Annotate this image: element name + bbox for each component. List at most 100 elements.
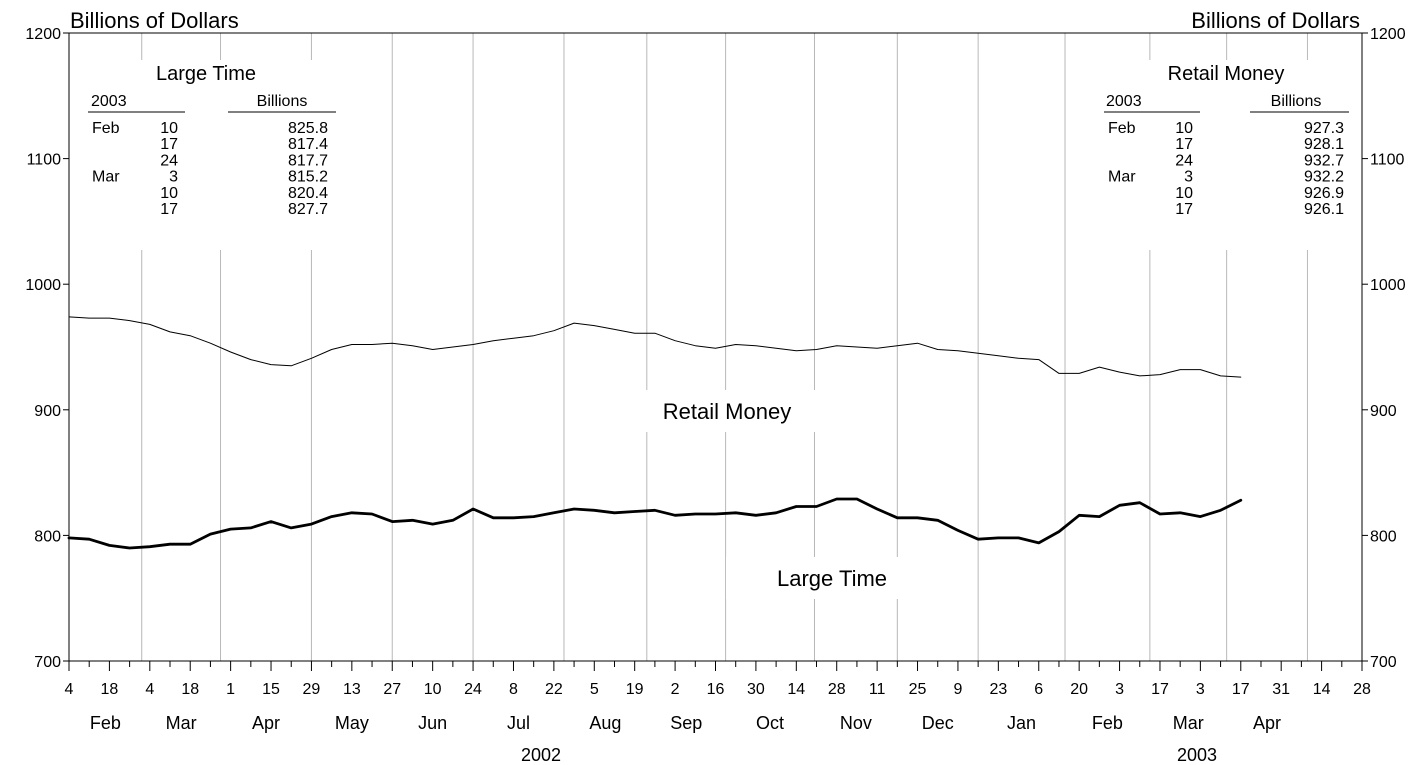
series-label-large-time: Large Time bbox=[777, 566, 887, 591]
right-axis-unit: Billions of Dollars bbox=[1191, 8, 1360, 33]
table-background-large-time bbox=[80, 60, 348, 250]
x-month-label-11: Jan bbox=[1007, 713, 1036, 733]
gridlines bbox=[141, 33, 1308, 661]
x-tick-label-6: 29 bbox=[303, 681, 321, 698]
x-month-label-12: Feb bbox=[1092, 713, 1123, 733]
y-tick-label-left-4: 1100 bbox=[27, 152, 62, 169]
table-row-day-large-time-0: 10 bbox=[160, 120, 178, 137]
table-row-day-large-time-2: 24 bbox=[160, 152, 178, 169]
y-tick-label-right-5: 1200 bbox=[1370, 26, 1406, 43]
x-year-label-0: 2002 bbox=[521, 745, 561, 765]
table-row-day-large-time-1: 17 bbox=[160, 136, 178, 153]
table-row-day-retail-money-5: 17 bbox=[1175, 201, 1193, 218]
x-month-label-3: May bbox=[335, 713, 369, 733]
series-line-retail-money bbox=[68, 316, 1242, 378]
x-tick-label-8: 27 bbox=[383, 681, 401, 698]
x-tick-label-1: 18 bbox=[101, 681, 119, 698]
table-row-value-retail-money-4: 926.9 bbox=[1304, 185, 1344, 202]
y-tick-label-left-3: 1000 bbox=[25, 277, 61, 294]
table-value-header-retail-money: Billions bbox=[1271, 93, 1322, 110]
x-tick-label-20: 11 bbox=[869, 681, 886, 698]
table-row-month-retail-money-3: Mar bbox=[1108, 169, 1136, 186]
table-row-day-retail-money-0: 10 bbox=[1175, 120, 1193, 137]
x-month-label-9: Nov bbox=[840, 713, 872, 733]
x-tick-label-12: 22 bbox=[545, 681, 563, 698]
y-tick-label-right-0: 700 bbox=[1370, 654, 1397, 671]
table-background-retail-money bbox=[1096, 60, 1359, 250]
series-label-retail-money: Retail Money bbox=[663, 399, 791, 424]
x-tick-label-32: 28 bbox=[1353, 681, 1371, 698]
table-row-day-large-time-5: 17 bbox=[160, 201, 178, 218]
x-tick-label-26: 3 bbox=[1115, 681, 1124, 698]
table-row-month-large-time-3: Mar bbox=[92, 169, 120, 186]
x-year-label-1: 2003 bbox=[1177, 745, 1217, 765]
y-tick-label-right-4: 1100 bbox=[1370, 152, 1405, 169]
x-tick-label-30: 31 bbox=[1272, 681, 1290, 698]
left-axis-unit: Billions of Dollars bbox=[70, 8, 239, 33]
label-backgrounds bbox=[80, 60, 1359, 599]
x-month-label-2: Apr bbox=[252, 713, 280, 733]
y-tick-label-right-1: 800 bbox=[1370, 528, 1397, 545]
x-tick-label-5: 15 bbox=[262, 681, 280, 698]
y-tick-label-right-3: 1000 bbox=[1370, 277, 1406, 294]
label-background-retail-money bbox=[622, 390, 818, 432]
table-row-value-retail-money-1: 928.1 bbox=[1304, 136, 1344, 153]
table-row-month-retail-money-0: Feb bbox=[1108, 120, 1136, 137]
table-row-day-retail-money-3: 3 bbox=[1184, 169, 1193, 186]
series-line-large-time bbox=[67, 497, 1243, 550]
label-background-large-time bbox=[726, 557, 906, 599]
x-tick-label-29: 17 bbox=[1232, 681, 1250, 698]
table-value-header-large-time: Billions bbox=[257, 93, 308, 110]
x-tick-label-21: 25 bbox=[909, 681, 927, 698]
table-row-value-large-time-0: 825.8 bbox=[288, 120, 328, 137]
x-tick-label-11: 8 bbox=[509, 681, 518, 698]
table-row-value-retail-money-0: 927.3 bbox=[1304, 120, 1344, 137]
x-month-label-5: Jul bbox=[507, 713, 530, 733]
x-month-label-0: Feb bbox=[90, 713, 121, 733]
x-tick-label-19: 28 bbox=[828, 681, 846, 698]
x-tick-label-18: 14 bbox=[787, 681, 805, 698]
x-month-label-8: Oct bbox=[756, 713, 784, 733]
x-tick-label-14: 19 bbox=[626, 681, 644, 698]
x-tick-label-0: 4 bbox=[65, 681, 74, 698]
table-year-header-large-time: 2003 bbox=[91, 93, 127, 110]
table-row-day-retail-money-1: 17 bbox=[1175, 136, 1193, 153]
data-tables: Large Time 2003 Billions Feb 10 825.8 17 817.4 2… bbox=[88, 63, 1349, 218]
table-row-value-large-time-4: 820.4 bbox=[288, 185, 328, 202]
x-tick-label-23: 23 bbox=[989, 681, 1007, 698]
table-row-day-retail-money-4: 10 bbox=[1175, 185, 1193, 202]
table-row-month-large-time-0: Feb bbox=[92, 120, 120, 137]
x-month-label-14: Apr bbox=[1253, 713, 1281, 733]
table-row-value-retail-money-3: 932.2 bbox=[1304, 169, 1344, 186]
y-tick-label-left-2: 900 bbox=[34, 403, 61, 420]
series-lines: Retail Money Large Time bbox=[67, 316, 1243, 591]
x-tick-label-28: 3 bbox=[1196, 681, 1205, 698]
table-row-day-large-time-3: 3 bbox=[169, 169, 178, 186]
x-tick-label-7: 13 bbox=[343, 681, 361, 698]
x-tick-label-15: 2 bbox=[671, 681, 680, 698]
x-tick-label-16: 16 bbox=[707, 681, 725, 698]
x-month-label-7: Sep bbox=[670, 713, 702, 733]
x-month-label-6: Aug bbox=[589, 713, 621, 733]
table-title-large-time: Large Time bbox=[156, 63, 256, 85]
x-tick-label-25: 20 bbox=[1070, 681, 1088, 698]
table-row-value-large-time-3: 815.2 bbox=[288, 169, 328, 186]
x-tick-label-4: 1 bbox=[226, 681, 235, 698]
x-tick-label-2: 4 bbox=[145, 681, 154, 698]
table-row-value-large-time-1: 817.4 bbox=[288, 136, 328, 153]
x-tick-label-22: 9 bbox=[953, 681, 962, 698]
y-axis: 700 700 800 800 900 900 1000 1000 1100 1100 1200 12… bbox=[25, 26, 1405, 671]
x-tick-label-17: 30 bbox=[747, 681, 765, 698]
y-tick-label-left-0: 700 bbox=[34, 654, 61, 671]
table-row-value-large-time-2: 817.7 bbox=[288, 152, 328, 169]
x-month-label-4: Jun bbox=[418, 713, 447, 733]
table-title-retail-money: Retail Money bbox=[1168, 63, 1285, 85]
y-tick-label-left-1: 800 bbox=[34, 528, 61, 545]
x-month-label-10: Dec bbox=[922, 713, 954, 733]
table-row-value-retail-money-5: 926.1 bbox=[1304, 201, 1344, 218]
x-axis: 4 18 4 18 1 15 29 13 27 10 24 8 22 5 19 2 16 30 14 28 11 25 9 2… bbox=[65, 661, 1371, 765]
x-tick-label-9: 10 bbox=[424, 681, 442, 698]
x-month-label-1: Mar bbox=[166, 713, 197, 733]
x-tick-label-24: 6 bbox=[1034, 681, 1043, 698]
